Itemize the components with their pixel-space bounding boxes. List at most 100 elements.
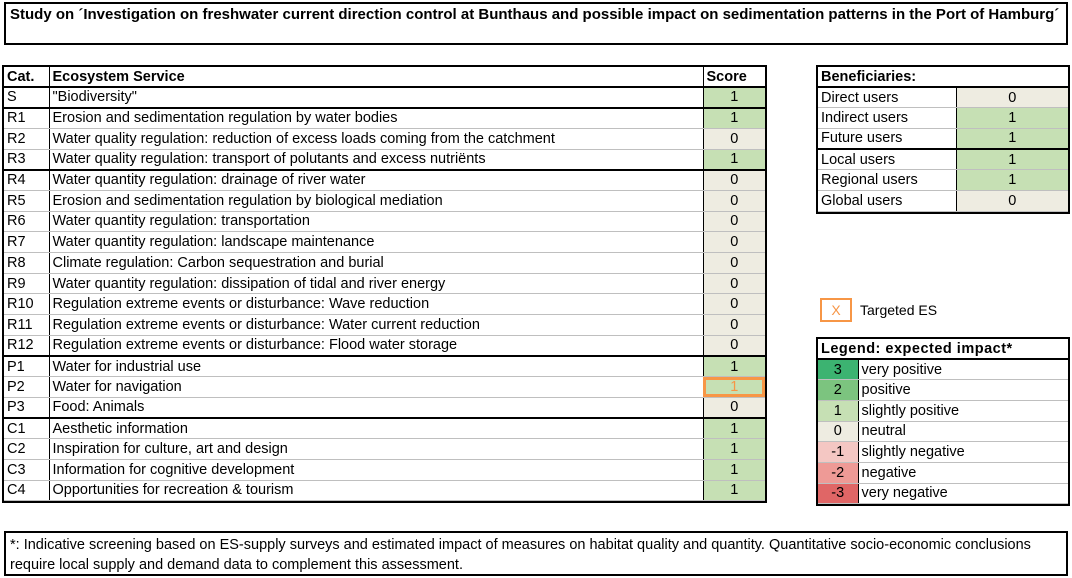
es-service: Inspiration for culture, art and design bbox=[49, 438, 704, 460]
es-cat: R3 bbox=[4, 149, 50, 171]
es-score: 0 bbox=[703, 293, 765, 316]
es-row: R11 Regulation extreme events or disturba… bbox=[4, 314, 765, 336]
es-score: 1 bbox=[703, 107, 765, 129]
es-row: C3 Information for cognitive development 1 bbox=[4, 459, 765, 481]
es-service: Aesthetic information bbox=[49, 418, 704, 440]
legend-value: 1 bbox=[818, 400, 859, 422]
legend-label: slightly positive bbox=[858, 400, 1068, 422]
es-row: P2 Water for navigation 1 bbox=[4, 376, 765, 398]
es-score: 1 bbox=[703, 149, 765, 171]
es-row: R6 Water quantity regulation: transportat… bbox=[4, 211, 765, 233]
es-score: 1 bbox=[703, 438, 765, 460]
es-service: Water quantity regulation: landscape mai… bbox=[49, 231, 704, 253]
es-service: Water for navigation bbox=[49, 376, 704, 398]
es-row: R1 Erosion and sedimentation regulation b… bbox=[4, 107, 765, 129]
es-row: P3 Food: Animals 0 bbox=[4, 397, 765, 419]
es-cat: C2 bbox=[4, 438, 50, 460]
es-score: 1 bbox=[703, 459, 765, 481]
es-score: 0 bbox=[703, 211, 765, 233]
es-cat: C4 bbox=[4, 480, 50, 502]
header-score: Score bbox=[703, 67, 765, 88]
legend-row: -1 slightly negative bbox=[818, 441, 1068, 463]
beneficiary-value: 0 bbox=[956, 87, 1068, 109]
es-service: Water for industrial use bbox=[49, 355, 704, 378]
beneficiary-row: Global users 0 bbox=[818, 190, 1068, 212]
es-service: Regulation extreme events or disturbance… bbox=[49, 314, 704, 336]
es-service: Erosion and sedimentation regulation by … bbox=[49, 107, 704, 129]
es-cat: R4 bbox=[4, 169, 50, 191]
es-cat: C1 bbox=[4, 418, 50, 440]
es-row: R2 Water quality regulation: reduction of… bbox=[4, 128, 765, 150]
legend-row: -3 very negative bbox=[818, 483, 1068, 505]
es-row: R7 Water quantity regulation: landscape m… bbox=[4, 231, 765, 253]
es-cat: R1 bbox=[4, 107, 50, 129]
es-row: R5 Erosion and sedimentation regulation b… bbox=[4, 190, 765, 212]
beneficiary-label: Local users bbox=[818, 149, 957, 171]
es-service: Opportunities for recreation & tourism bbox=[49, 480, 704, 502]
es-service: Climate regulation: Carbon sequestration… bbox=[49, 252, 704, 274]
es-score: 1 bbox=[703, 418, 765, 440]
legend-value: -1 bbox=[818, 441, 859, 463]
legend-row: 1 slightly positive bbox=[818, 400, 1068, 422]
legend-table: Legend: expected impact* 3 very positive 2… bbox=[816, 336, 1070, 507]
legend-value: -3 bbox=[818, 483, 859, 505]
es-row: C1 Aesthetic information 1 bbox=[4, 418, 765, 440]
es-row: R3 Water quality regulation: transport of… bbox=[4, 149, 765, 171]
header-service: Ecosystem Service bbox=[49, 67, 704, 88]
legend-value: -2 bbox=[818, 462, 859, 484]
es-service: Water quantity regulation: transportatio… bbox=[49, 211, 704, 233]
es-row: R12 Regulation extreme events or disturba… bbox=[4, 335, 765, 357]
es-service: Water quality regulation: reduction of e… bbox=[49, 128, 704, 150]
beneficiary-row: Local users 1 bbox=[818, 149, 1068, 171]
es-row: R10 Regulation extreme events or disturba… bbox=[4, 293, 765, 316]
es-service: Food: Animals bbox=[49, 397, 704, 419]
beneficiaries-table: Beneficiaries: Direct users 0 Indirect use… bbox=[816, 65, 1070, 214]
es-cat: S bbox=[4, 87, 50, 109]
es-row: C4 Opportunities for recreation & tourism… bbox=[4, 480, 765, 502]
beneficiary-value: 1 bbox=[956, 107, 1068, 129]
es-row: C2 Inspiration for culture, art and desig… bbox=[4, 438, 765, 460]
legend-value: 2 bbox=[818, 379, 859, 401]
es-score: 1 bbox=[703, 480, 765, 502]
es-score: 1 bbox=[703, 355, 765, 378]
es-cat: R12 bbox=[4, 335, 50, 357]
es-cat: R11 bbox=[4, 314, 50, 336]
footnote: *: Indicative screening based on ES-supp… bbox=[4, 531, 1068, 576]
beneficiary-value: 1 bbox=[956, 169, 1068, 191]
es-service: Regulation extreme events or disturbance… bbox=[49, 293, 704, 316]
beneficiary-value: 1 bbox=[956, 149, 1068, 171]
study-title: Study on ´Investigation on freshwater cu… bbox=[4, 2, 1068, 45]
es-row: R9 Water quantity regulation: dissipation… bbox=[4, 273, 765, 295]
es-score: 0 bbox=[703, 335, 765, 357]
legend-label: neutral bbox=[858, 421, 1068, 443]
legend-label: very negative bbox=[858, 483, 1068, 505]
legend-label: positive bbox=[858, 379, 1068, 401]
es-score: 0 bbox=[703, 397, 765, 419]
beneficiaries-header: Beneficiaries: bbox=[818, 67, 1068, 88]
es-cat: R5 bbox=[4, 190, 50, 212]
beneficiary-row: Regional users 1 bbox=[818, 169, 1068, 191]
es-cat: R6 bbox=[4, 211, 50, 233]
legend-row: -2 negative bbox=[818, 462, 1068, 484]
legend-label: slightly negative bbox=[858, 441, 1068, 463]
legend-row: 3 very positive bbox=[818, 359, 1068, 381]
es-row: P1 Water for industrial use 1 bbox=[4, 355, 765, 378]
legend-row: 2 positive bbox=[818, 379, 1068, 401]
es-score: 0 bbox=[703, 169, 765, 191]
header-cat: Cat. bbox=[4, 67, 50, 88]
beneficiary-label: Indirect users bbox=[818, 107, 957, 129]
es-score: 0 bbox=[703, 128, 765, 150]
es-service: Water quantity regulation: dissipation o… bbox=[49, 273, 704, 295]
beneficiary-row: Indirect users 1 bbox=[818, 107, 1068, 129]
ecosystem-services-table: Cat. Ecosystem Service Score S "Biodivers… bbox=[2, 64, 767, 504]
legend-row: 0 neutral bbox=[818, 421, 1068, 443]
beneficiary-label: Global users bbox=[818, 190, 957, 212]
es-service: Water quantity regulation: drainage of r… bbox=[49, 169, 704, 191]
es-cat: P2 bbox=[4, 376, 50, 398]
es-cat: R7 bbox=[4, 231, 50, 253]
es-service: "Biodiversity" bbox=[49, 87, 704, 109]
es-cat: R2 bbox=[4, 128, 50, 150]
es-cat: R10 bbox=[4, 293, 50, 316]
beneficiary-value: 0 bbox=[956, 190, 1068, 212]
beneficiary-label: Future users bbox=[818, 128, 957, 151]
